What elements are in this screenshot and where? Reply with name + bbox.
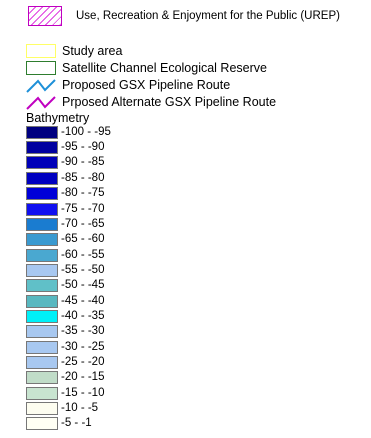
bathymetry-class-item: -60 - -55: [26, 248, 104, 263]
bathymetry-class-item: -30 - -25: [26, 340, 104, 355]
color-swatch-icon: [26, 356, 58, 370]
legend-item-urep: Use, Recreation & Enjoyment for the Publ…: [28, 4, 340, 28]
color-swatch-icon: [26, 417, 58, 431]
color-swatch-icon: [26, 263, 58, 277]
bathymetry-class-item: -100 - -95: [26, 125, 111, 140]
bathymetry-title: Bathymetry: [26, 111, 90, 125]
color-swatch-icon: [26, 340, 58, 354]
bathymetry-class-label: -35 - -30: [61, 325, 105, 338]
yellow-outline-swatch-icon: [26, 44, 56, 58]
bathymetry-class-item: -70 - -65: [26, 217, 104, 232]
bathymetry-class-label: -90 - -85: [61, 156, 105, 169]
bathymetry-class-label: -5 - -1: [61, 417, 92, 430]
color-swatch-icon: [26, 402, 58, 416]
bathymetry-class-item: -85 - -80: [26, 171, 104, 186]
bathymetry-class-item: -65 - -60: [26, 232, 104, 247]
bathymetry-class-label: -20 - -15: [61, 371, 105, 384]
color-swatch-icon: [26, 325, 58, 339]
bathymetry-class-label: -75 - -70: [61, 202, 105, 215]
color-swatch-icon: [26, 233, 58, 247]
bathymetry-class-label: -45 - -40: [61, 294, 105, 307]
bathymetry-class-item: -10 - -5: [26, 401, 98, 416]
bathymetry-class-item: -5 - -1: [26, 417, 92, 432]
bathymetry-class-item: -80 - -75: [26, 186, 104, 201]
bathymetry-class-label: -40 - -35: [61, 309, 105, 322]
color-swatch-icon: [26, 248, 58, 262]
bathymetry-class-item: -95 - -90: [26, 140, 104, 155]
legend-item-alternate-gsx-route: Prposed Alternate GSX Pipeline Route: [26, 94, 276, 110]
legend-label-gsx-route: Proposed GSX Pipeline Route: [62, 78, 231, 92]
bathymetry-class-label: -55 - -50: [61, 263, 105, 276]
bathymetry-class-label: -15 - -10: [61, 386, 105, 399]
bathymetry-class-label: -80 - -75: [61, 187, 105, 200]
color-swatch-icon: [26, 386, 58, 400]
bathymetry-class-label: -100 - -95: [61, 125, 111, 138]
bathymetry-class-item: -90 - -85: [26, 156, 104, 171]
bathymetry-class-label: -10 - -5: [61, 402, 99, 415]
legend-item-study-area: Study area: [26, 43, 122, 59]
bathymetry-class-item: -15 - -10: [26, 386, 104, 401]
color-swatch-icon: [26, 202, 58, 216]
bathymetry-class-item: -75 - -70: [26, 202, 104, 217]
bathymetry-class-label: -70 - -65: [61, 217, 105, 230]
legend-label-urep: Use, Recreation & Enjoyment for the Publ…: [76, 10, 340, 22]
bathymetry-class-label: -25 - -20: [61, 356, 105, 369]
color-swatch-icon: [26, 125, 58, 139]
legend-item-gsx-route: Proposed GSX Pipeline Route: [26, 77, 230, 93]
color-swatch-icon: [26, 156, 58, 170]
bathymetry-class-label: -30 - -25: [61, 340, 105, 353]
bathymetry-class-item: -55 - -50: [26, 263, 104, 278]
color-swatch-icon: [26, 141, 58, 155]
blue-zigzag-line-icon: [26, 78, 56, 93]
bathymetry-class-label: -60 - -55: [61, 248, 105, 261]
bathymetry-class-item: -20 - -15: [26, 371, 104, 386]
bathymetry-class-label: -85 - -80: [61, 171, 105, 184]
bathymetry-class-item: -45 - -40: [26, 294, 104, 309]
bathymetry-class-label: -50 - -45: [61, 279, 105, 292]
bathymetry-class-item: -25 - -20: [26, 355, 104, 370]
color-swatch-icon: [26, 371, 58, 385]
color-swatch-icon: [26, 187, 58, 201]
bathymetry-class-label: -65 - -60: [61, 233, 105, 246]
color-swatch-icon: [26, 171, 58, 185]
legend-label-alternate-gsx-route: Prposed Alternate GSX Pipeline Route: [62, 95, 277, 109]
color-swatch-icon: [26, 279, 58, 293]
legend-label-ecological-reserve: Satellite Channel Ecological Reserve: [62, 61, 267, 75]
legend-item-ecological-reserve: Satellite Channel Ecological Reserve: [26, 60, 267, 76]
magenta-zigzag-line-icon: [26, 95, 56, 110]
green-outline-swatch-icon: [26, 61, 56, 75]
color-swatch-icon: [26, 294, 58, 308]
hatched-swatch-icon: [28, 6, 62, 26]
color-swatch-icon: [26, 309, 58, 323]
bathymetry-class-item: -50 - -45: [26, 279, 104, 294]
legend-label-study-area: Study area: [62, 44, 123, 58]
bathymetry-class-label: -95 - -90: [61, 141, 105, 154]
color-swatch-icon: [26, 217, 58, 231]
bathymetry-class-item: -35 - -30: [26, 325, 104, 340]
bathymetry-class-item: -40 - -35: [26, 309, 104, 324]
